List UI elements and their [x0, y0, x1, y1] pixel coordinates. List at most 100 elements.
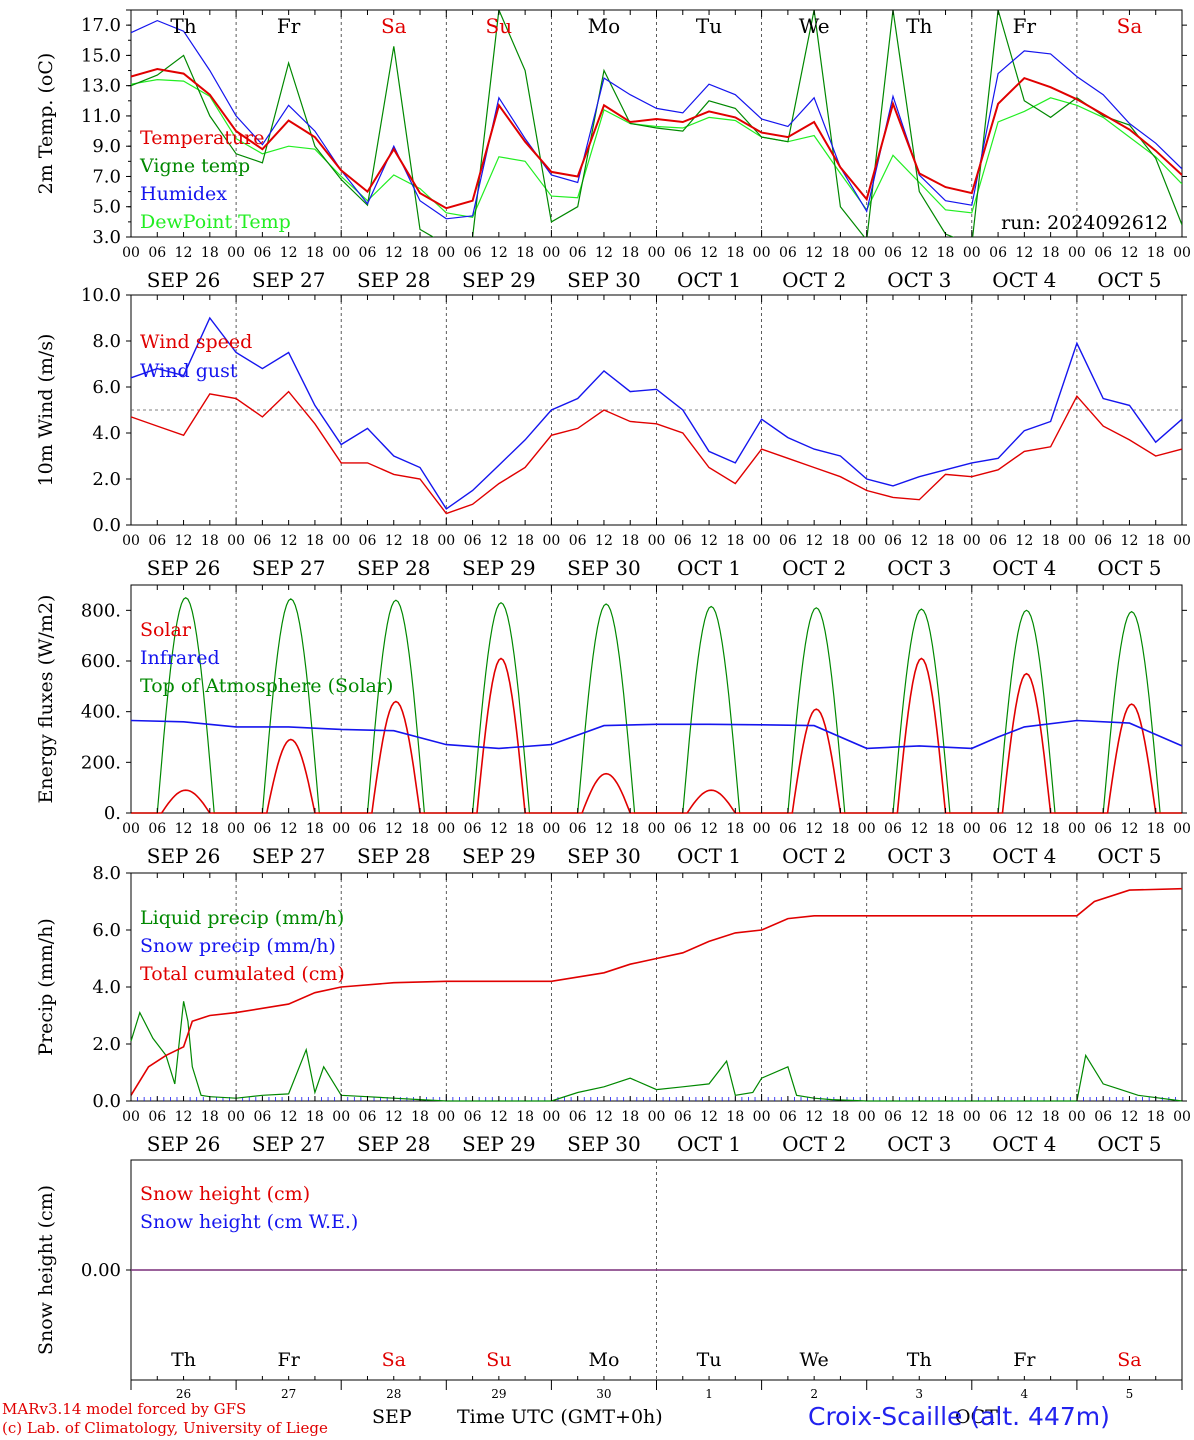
hour-tick-label: 06 [1094, 245, 1112, 261]
hour-tick-label: 00 [1173, 1109, 1191, 1125]
hour-tick-label: 18 [937, 533, 955, 549]
hour-tick-label: 00 [648, 1109, 666, 1125]
legend-energy-1: Infrared [140, 647, 220, 669]
day-label: Th [907, 1349, 932, 1371]
energy-panel [130, 584, 1183, 814]
hour-tick-label: 12 [280, 245, 298, 261]
hour-tick-label: 00 [963, 245, 981, 261]
hour-tick-label: 18 [937, 821, 955, 837]
legend-snow-1: Snow height (cm W.E.) [140, 1211, 358, 1233]
day-label: Tu [696, 14, 722, 38]
hour-tick-label: 12 [700, 821, 718, 837]
snow-y-label: Snow height (cm) [35, 1185, 57, 1355]
hour-tick-label: 00 [437, 245, 455, 261]
date-label: SEP 30 [567, 556, 641, 580]
hour-tick-label: 12 [595, 1109, 613, 1125]
hour-tick-label: 18 [306, 821, 324, 837]
hour-tick-label: 06 [253, 1109, 271, 1125]
hour-tick-label: 12 [805, 821, 823, 837]
y-tick-label: 5.0 [92, 197, 121, 218]
hour-tick-label: 18 [306, 533, 324, 549]
hour-tick-label: 12 [1121, 245, 1139, 261]
day-label: Tu [697, 1349, 722, 1371]
date-label: SEP 28 [357, 556, 431, 580]
legend-temp-2: Humidex [140, 183, 227, 205]
y-tick-label: 15.0 [81, 45, 121, 66]
y-tick-label: 4.0 [92, 423, 121, 444]
hour-tick-label: 12 [595, 245, 613, 261]
date-label: OCT 2 [782, 1132, 846, 1156]
hour-tick-label: 12 [280, 821, 298, 837]
date-label: SEP 26 [147, 844, 221, 868]
hour-tick-label: 18 [1147, 533, 1165, 549]
hour-tick-label: 12 [175, 821, 193, 837]
day-label: Th [171, 1349, 196, 1371]
date-label: OCT 1 [677, 556, 741, 580]
hour-tick-label: 00 [858, 1109, 876, 1125]
hour-tick-label: 00 [753, 1109, 771, 1125]
hour-tick-label: 18 [621, 245, 639, 261]
hour-tick-label: 00 [227, 533, 245, 549]
series-liquid [130, 1001, 1183, 1102]
hour-tick-label: 12 [1015, 245, 1033, 261]
hour-tick-label: 18 [201, 245, 219, 261]
date-label: SEP 26 [147, 268, 221, 292]
day-label: Th [170, 14, 196, 38]
hour-tick-label: 00 [648, 533, 666, 549]
y-tick-label: 2.0 [92, 469, 121, 490]
hour-tick-label: 06 [569, 1109, 587, 1125]
hour-tick-label: 06 [359, 1109, 377, 1125]
date-label: SEP 26 [147, 1132, 221, 1156]
hour-tick-label: 00 [542, 821, 560, 837]
day-label: Sa [382, 1349, 406, 1371]
date-label: OCT 5 [1097, 844, 1161, 868]
hour-tick-label: 12 [385, 821, 403, 837]
hour-tick-label: 18 [832, 821, 850, 837]
hour-tick-label: 06 [569, 533, 587, 549]
hour-tick-label: 00 [227, 821, 245, 837]
series-vigne-temp [131, 10, 1182, 237]
day-label: Mo [588, 14, 621, 38]
hour-tick-label: 12 [700, 245, 718, 261]
hour-tick-label: 06 [464, 821, 482, 837]
y-tick-label: 4.0 [92, 977, 121, 998]
hour-tick-label: 00 [122, 821, 140, 837]
hour-tick-label: 18 [516, 821, 534, 837]
legend-wind-1: Wind gust [140, 360, 238, 382]
y-tick-label: 2.0 [92, 1034, 121, 1055]
hour-tick-label: 06 [1094, 821, 1112, 837]
hour-tick-label: 00 [1068, 245, 1086, 261]
hour-tick-label: 00 [1173, 533, 1191, 549]
hour-tick-label: 06 [359, 821, 377, 837]
hour-tick-label: 12 [490, 533, 508, 549]
hour-tick-label: 06 [1094, 1109, 1112, 1125]
hour-tick-label: 06 [674, 821, 692, 837]
date-label: SEP 27 [252, 268, 326, 292]
hour-tick-label: 18 [201, 533, 219, 549]
hour-tick-label: 00 [542, 245, 560, 261]
series-wind-speed [130, 390, 1183, 515]
hour-tick-label: 18 [516, 1109, 534, 1125]
hour-tick-label: 18 [411, 245, 429, 261]
bottom-day-number: 1 [705, 1387, 713, 1401]
hour-tick-label: 06 [779, 1109, 797, 1125]
hour-tick-label: 06 [1094, 533, 1112, 549]
hour-tick-label: 00 [1068, 1109, 1086, 1125]
day-label: Fr [277, 14, 301, 38]
hour-tick-label: 12 [490, 821, 508, 837]
y-tick-label: 8.0 [92, 863, 121, 884]
day-label: Sa [1117, 1349, 1141, 1371]
hour-tick-label: 12 [1121, 821, 1139, 837]
hour-tick-label: 18 [306, 1109, 324, 1125]
hour-tick-label: 18 [1042, 533, 1060, 549]
date-label: SEP 27 [252, 556, 326, 580]
date-label: OCT 2 [782, 268, 846, 292]
temp-y-label: 2m Temp. (oC) [35, 53, 57, 195]
hour-tick-label: 18 [1042, 245, 1060, 261]
hour-tick-label: 18 [621, 533, 639, 549]
bottom-day-number: 3 [915, 1387, 923, 1401]
hour-tick-label: 06 [359, 245, 377, 261]
date-label: SEP 30 [567, 844, 641, 868]
hour-tick-label: 06 [779, 533, 797, 549]
hour-tick-label: 06 [779, 245, 797, 261]
